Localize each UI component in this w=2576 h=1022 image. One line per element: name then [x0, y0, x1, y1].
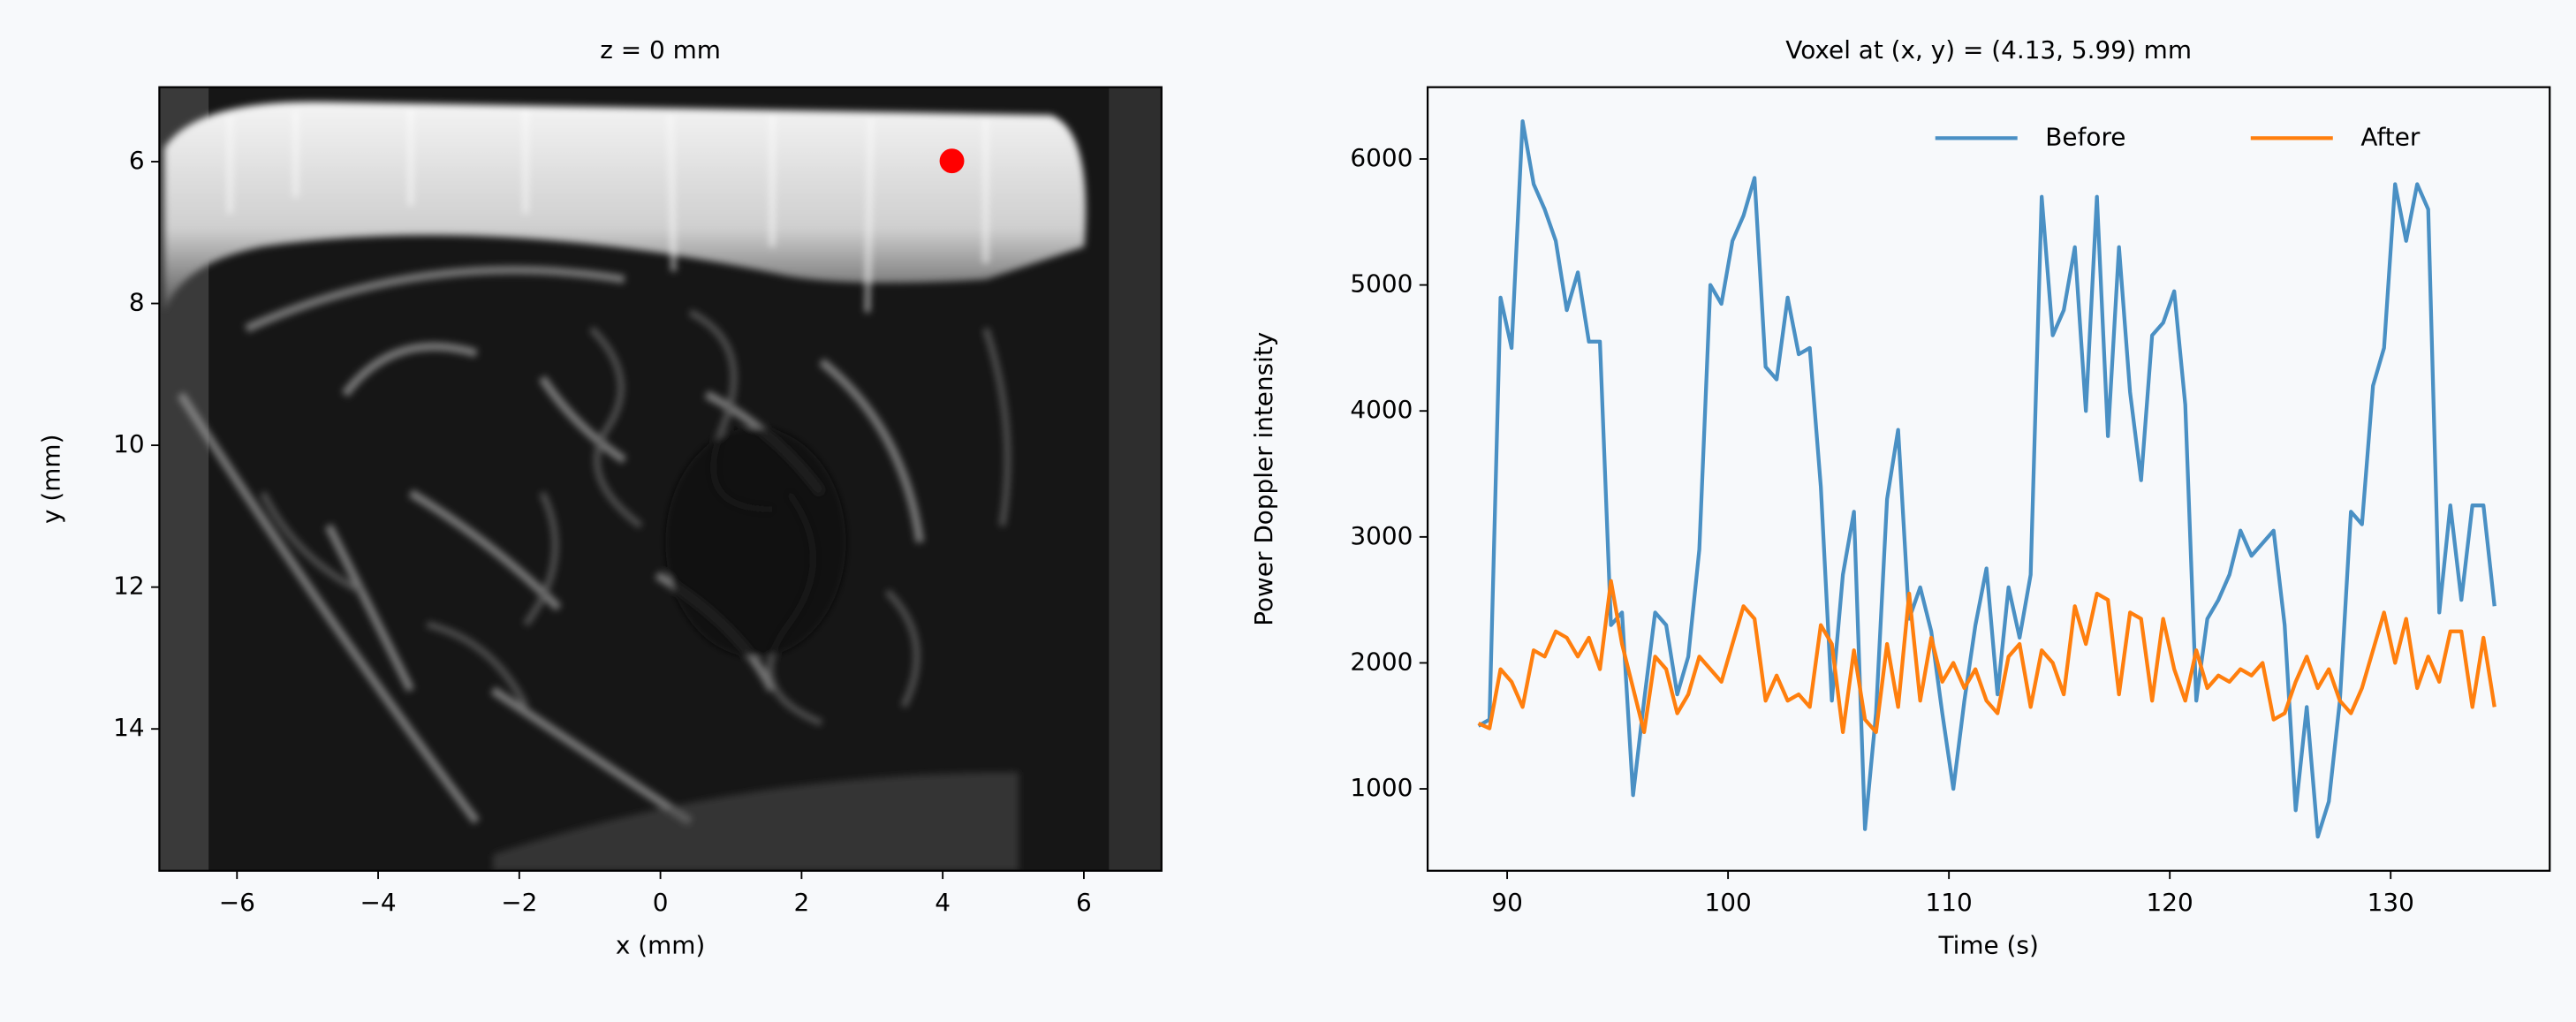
legend-label: After — [2360, 122, 2420, 151]
series-line — [1477, 119, 2496, 839]
x-tick-label: −4 — [360, 888, 396, 917]
voxel-point — [939, 148, 965, 174]
y-tick-label: 2000 — [1350, 647, 1413, 676]
x-tick-label: 130 — [2368, 888, 2414, 917]
y-tick-label: 3000 — [1350, 521, 1413, 550]
x-axis-label: x (mm) — [616, 930, 705, 959]
y-tick-label: 12 — [113, 572, 144, 601]
y-tick-label: 8 — [129, 288, 145, 317]
chart-title: Voxel at (x, y) = (4.13, 5.99) mm — [1785, 35, 2192, 64]
y-axis-label: Power Doppler intensity — [1249, 332, 1278, 626]
x-tick-label: −2 — [501, 888, 537, 917]
y-axis-label: y (mm) — [37, 435, 66, 524]
y-tick-label: 4000 — [1350, 395, 1413, 424]
y-tick-label: 6000 — [1350, 143, 1413, 172]
x-tick-label: −6 — [219, 888, 255, 917]
y-tick-label: 1000 — [1350, 773, 1413, 802]
axes-frame — [158, 86, 1163, 872]
y-tick-label: 5000 — [1350, 269, 1413, 299]
x-tick-label: 90 — [1491, 888, 1522, 917]
legend-label: Before — [2045, 122, 2125, 151]
x-tick-label: 120 — [2147, 888, 2193, 917]
x-tick-label: 0 — [653, 888, 669, 917]
x-tick-label: 110 — [1926, 888, 1973, 917]
series-line — [1477, 579, 2496, 735]
y-tick-label: 6 — [129, 146, 145, 175]
x-tick-label: 100 — [1705, 888, 1752, 917]
x-tick-label: 6 — [1076, 888, 1092, 917]
x-axis-label: Time (s) — [1937, 930, 2038, 959]
ultrasound-image — [159, 87, 1162, 871]
y-tick-label: 10 — [113, 429, 144, 458]
x-tick-label: 4 — [935, 888, 951, 917]
chart-title: z = 0 mm — [600, 35, 721, 64]
axes-frame — [1426, 86, 2551, 872]
y-tick-label: 14 — [113, 713, 144, 742]
x-tick-label: 2 — [793, 888, 809, 917]
